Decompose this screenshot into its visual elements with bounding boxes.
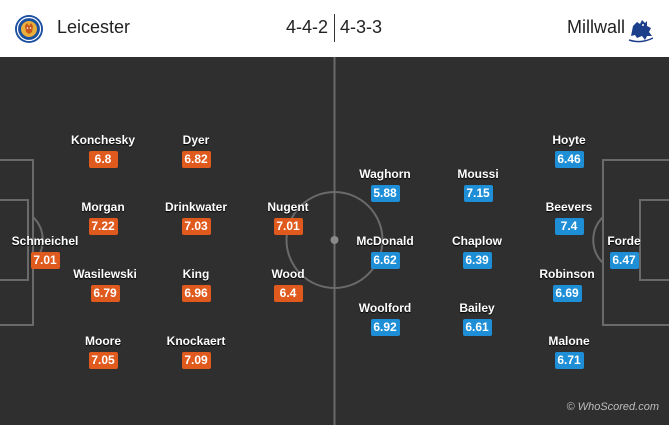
player-rating: 7.01 xyxy=(30,252,60,269)
player-name: Beevers xyxy=(545,200,593,214)
player-bailey[interactable]: Bailey 6.61 xyxy=(432,301,522,336)
player-morgan[interactable]: Morgan 7.22 xyxy=(58,200,148,235)
player-name: Wood xyxy=(271,267,305,281)
home-team-name: Leicester xyxy=(57,17,131,37)
pitch: Konchesky 6.8 Dyer 6.82 Morgan 7.22 Drin… xyxy=(0,57,669,425)
pitch-lines xyxy=(0,57,669,425)
player-name: Robinson xyxy=(539,267,595,281)
away-formation: 4-3-3 xyxy=(340,17,383,37)
player-wood[interactable]: Wood 6.4 xyxy=(243,267,333,302)
player-drinkwater[interactable]: Drinkwater 7.03 xyxy=(151,200,241,235)
player-rating: 6.46 xyxy=(554,151,584,168)
player-name: Hoyte xyxy=(552,133,586,147)
player-rating: 6.92 xyxy=(370,319,400,336)
player-mcdonald[interactable]: McDonald 6.62 xyxy=(340,234,430,269)
player-king[interactable]: King 6.96 xyxy=(151,267,241,302)
player-rating: 7.22 xyxy=(88,218,118,235)
player-rating: 6.71 xyxy=(554,352,584,369)
player-rating: 7.15 xyxy=(463,185,493,202)
player-schmeichel[interactable]: Schmeichel 7.01 xyxy=(0,234,90,269)
player-name: Knockaert xyxy=(166,334,226,348)
player-moore[interactable]: Moore 7.05 xyxy=(58,334,148,369)
player-name: Morgan xyxy=(81,200,125,214)
player-name: Moore xyxy=(85,334,121,348)
player-rating: 6.39 xyxy=(462,252,492,269)
player-konchesky[interactable]: Konchesky 6.8 xyxy=(58,133,148,168)
player-waghorn[interactable]: Waghorn 5.88 xyxy=(340,167,430,202)
player-rating: 6.62 xyxy=(370,252,400,269)
player-name: Waghorn xyxy=(359,167,411,181)
player-woolford[interactable]: Woolford 6.92 xyxy=(340,301,430,336)
player-rating: 6.79 xyxy=(90,285,120,302)
player-name: Nugent xyxy=(267,200,309,214)
player-name: Woolford xyxy=(358,301,412,315)
whoscored-credit: © WhoScored.com xyxy=(566,401,659,413)
player-rating: 6.96 xyxy=(181,285,211,302)
player-name: Drinkwater xyxy=(164,200,228,214)
player-rating: 5.88 xyxy=(370,185,400,202)
home-formation: 4-4-2 xyxy=(285,17,328,37)
player-name: Malone xyxy=(548,334,590,348)
player-rating: 7.4 xyxy=(554,218,584,235)
player-rating: 6.61 xyxy=(462,319,492,336)
player-rating: 7.05 xyxy=(88,352,118,369)
player-rating: 6.4 xyxy=(273,285,303,302)
player-name: Dyer xyxy=(182,133,210,147)
away-team-name: Millwall xyxy=(567,17,625,37)
player-malone[interactable]: Malone 6.71 xyxy=(524,334,614,369)
player-rating: 6.69 xyxy=(552,285,582,302)
player-name: Schmeichel xyxy=(11,234,79,248)
player-name: Forde xyxy=(607,234,641,248)
player-dyer[interactable]: Dyer 6.82 xyxy=(151,133,241,168)
player-rating: 6.8 xyxy=(88,151,118,168)
formation-divider xyxy=(334,14,335,42)
lion-crest-icon xyxy=(625,14,657,51)
player-name: Chaplow xyxy=(452,234,502,248)
player-name: Bailey xyxy=(459,301,495,315)
player-name: Wasilewski xyxy=(73,267,137,281)
player-forde[interactable]: Forde 6.47 xyxy=(579,234,669,269)
player-name: Konchesky xyxy=(70,133,136,147)
player-name: Moussi xyxy=(457,167,499,181)
player-rating: 7.01 xyxy=(273,218,303,235)
player-knockaert[interactable]: Knockaert 7.09 xyxy=(151,334,241,369)
player-hoyte[interactable]: Hoyte 6.46 xyxy=(524,133,614,168)
player-robinson[interactable]: Robinson 6.69 xyxy=(522,267,612,302)
player-wasilewski[interactable]: Wasilewski 6.79 xyxy=(60,267,150,302)
player-moussi[interactable]: Moussi 7.15 xyxy=(433,167,523,202)
player-name: King xyxy=(182,267,210,281)
player-chaplow[interactable]: Chaplow 6.39 xyxy=(432,234,522,269)
player-rating: 6.47 xyxy=(609,252,639,269)
match-header: Leicester 4-4-2 4-3-3 Millwall xyxy=(0,0,669,57)
player-rating: 7.09 xyxy=(181,352,211,369)
player-beevers[interactable]: Beevers 7.4 xyxy=(524,200,614,235)
player-rating: 6.82 xyxy=(181,151,211,168)
player-nugent[interactable]: Nugent 7.01 xyxy=(243,200,333,235)
fox-crest-icon xyxy=(14,14,44,49)
player-rating: 7.03 xyxy=(181,218,211,235)
player-name: McDonald xyxy=(356,234,414,248)
